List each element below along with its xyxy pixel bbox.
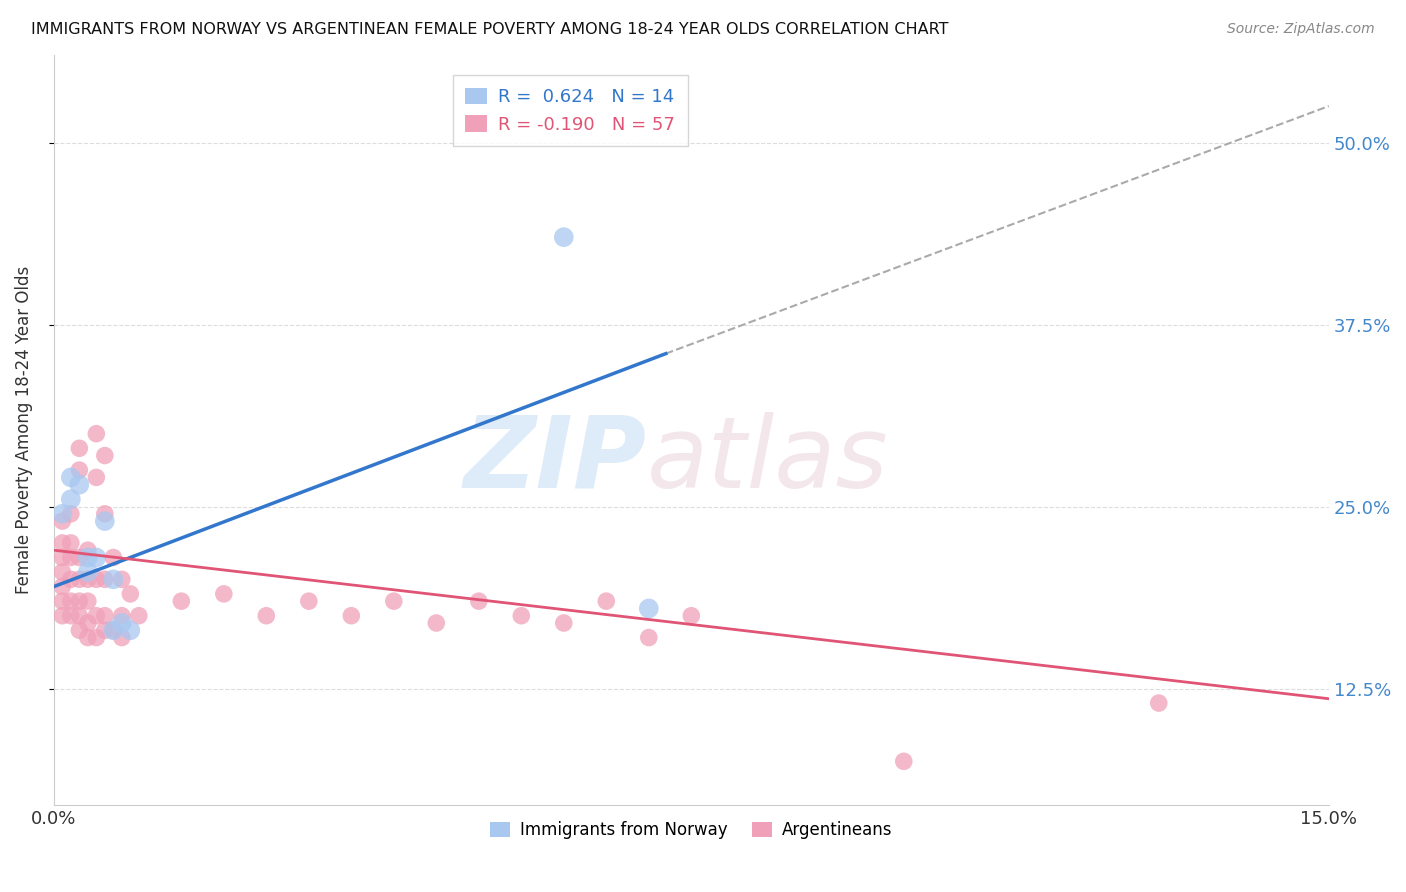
- Point: [120, 587, 142, 601]
- Point: [382, 594, 405, 608]
- Point: [94, 449, 117, 463]
- Point: [595, 594, 617, 608]
- Point: [212, 587, 235, 601]
- Point: [510, 608, 533, 623]
- Point: [67, 477, 90, 491]
- Point: [120, 624, 142, 638]
- Text: ZIP: ZIP: [464, 411, 647, 508]
- Point: [67, 624, 90, 638]
- Point: [59, 550, 82, 565]
- Point: [468, 594, 491, 608]
- Point: [59, 608, 82, 623]
- Point: [86, 631, 108, 645]
- Point: [170, 594, 193, 608]
- Point: [103, 550, 125, 565]
- Point: [553, 230, 575, 244]
- Point: [86, 470, 108, 484]
- Point: [425, 615, 447, 630]
- Point: [51, 536, 73, 550]
- Point: [76, 572, 98, 586]
- Point: [893, 755, 915, 769]
- Point: [103, 572, 125, 586]
- Legend: Immigrants from Norway, Argentineans: Immigrants from Norway, Argentineans: [484, 814, 900, 846]
- Point: [103, 624, 125, 638]
- Point: [340, 608, 363, 623]
- Point: [76, 543, 98, 558]
- Point: [67, 463, 90, 477]
- Point: [59, 572, 82, 586]
- Point: [51, 608, 73, 623]
- Text: IMMIGRANTS FROM NORWAY VS ARGENTINEAN FEMALE POVERTY AMONG 18-24 YEAR OLDS CORRE: IMMIGRANTS FROM NORWAY VS ARGENTINEAN FE…: [31, 22, 949, 37]
- Point: [128, 608, 150, 623]
- Point: [681, 608, 703, 623]
- Point: [67, 594, 90, 608]
- Point: [1147, 696, 1170, 710]
- Point: [111, 631, 134, 645]
- Text: atlas: atlas: [647, 411, 889, 508]
- Point: [51, 580, 73, 594]
- Point: [94, 507, 117, 521]
- Point: [553, 615, 575, 630]
- Text: Source: ZipAtlas.com: Source: ZipAtlas.com: [1227, 22, 1375, 37]
- Point: [94, 514, 117, 528]
- Point: [67, 550, 90, 565]
- Point: [76, 615, 98, 630]
- Point: [67, 572, 90, 586]
- Point: [86, 608, 108, 623]
- Point: [94, 608, 117, 623]
- Point: [86, 550, 108, 565]
- Y-axis label: Female Poverty Among 18-24 Year Olds: Female Poverty Among 18-24 Year Olds: [15, 266, 32, 594]
- Point: [254, 608, 277, 623]
- Point: [59, 492, 82, 507]
- Point: [67, 442, 90, 456]
- Point: [111, 608, 134, 623]
- Point: [103, 624, 125, 638]
- Point: [51, 550, 73, 565]
- Point: [76, 631, 98, 645]
- Point: [76, 550, 98, 565]
- Point: [86, 426, 108, 441]
- Point: [637, 631, 659, 645]
- Point: [111, 615, 134, 630]
- Point: [59, 536, 82, 550]
- Point: [59, 470, 82, 484]
- Point: [637, 601, 659, 615]
- Point: [51, 565, 73, 579]
- Point: [76, 594, 98, 608]
- Point: [94, 624, 117, 638]
- Point: [298, 594, 321, 608]
- Point: [94, 572, 117, 586]
- Point: [76, 565, 98, 579]
- Point: [59, 507, 82, 521]
- Point: [51, 594, 73, 608]
- Point: [86, 572, 108, 586]
- Point: [51, 514, 73, 528]
- Point: [59, 594, 82, 608]
- Point: [51, 507, 73, 521]
- Point: [111, 572, 134, 586]
- Point: [67, 608, 90, 623]
